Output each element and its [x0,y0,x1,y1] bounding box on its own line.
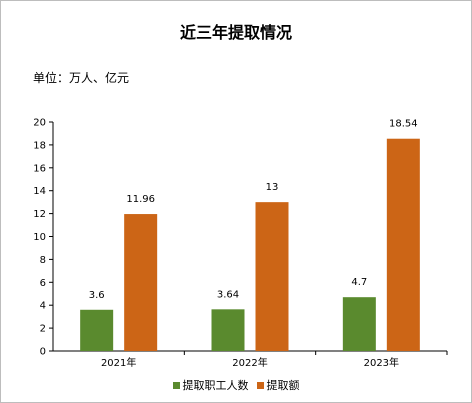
data-label: 3.6 [89,290,105,301]
x-tick-label: 2021年 [101,356,136,369]
bar-amount [386,138,420,351]
data-label: 18.54 [389,119,418,130]
legend-label-amount: 提取额 [266,379,300,392]
y-tick-label: 20 [33,118,46,129]
legend-item-employees: 提取职工人数 [172,377,249,393]
x-tick-label: 2023年 [364,356,399,369]
y-tick-label: 18 [33,140,46,151]
data-label: 4.7 [351,277,367,288]
bar-employees [80,309,114,351]
y-tick-label: 2 [40,324,46,335]
chart-axes: 0 2 4 6 8 10 12 14 16 18 20 2021年 2022年 2023年 [33,118,448,369]
legend-label-employees: 提取职工人数 [182,379,249,392]
y-tick-label: 6 [40,278,46,289]
legend-swatch-employees [172,381,180,389]
bar-amount [255,202,289,351]
chart-data-labels: 3.6 11.96 3.64 13 4.7 18.54 [89,119,418,301]
y-tick-label: 12 [33,209,46,220]
bar-employees [342,297,376,351]
bar-chart-plot: 0 2 4 6 8 10 12 14 16 18 20 2021年 2022年 2023年 3.6 11.9… [33,118,448,369]
y-tick-label: 10 [33,232,46,243]
y-tick-label: 4 [40,301,46,312]
bar-employees [211,309,245,351]
y-tick-label: 14 [33,186,46,197]
chart-legend: 提取职工人数 提取额 [1,377,471,393]
unit-label: 单位：万人、亿元 [33,71,130,85]
legend-item-amount: 提取额 [256,377,300,393]
data-label: 11.96 [126,194,155,205]
y-tick-label: 16 [33,163,46,174]
chart-bars [80,138,420,351]
y-tick-label: 0 [40,347,46,358]
bar-amount [124,214,158,351]
chart-title: 近三年提取情况 [179,23,292,42]
legend-swatch-amount [256,381,264,389]
data-label: 3.64 [217,289,239,300]
data-label: 13 [266,182,279,193]
x-tick-label: 2022年 [232,356,267,369]
y-tick-label: 8 [40,255,46,266]
